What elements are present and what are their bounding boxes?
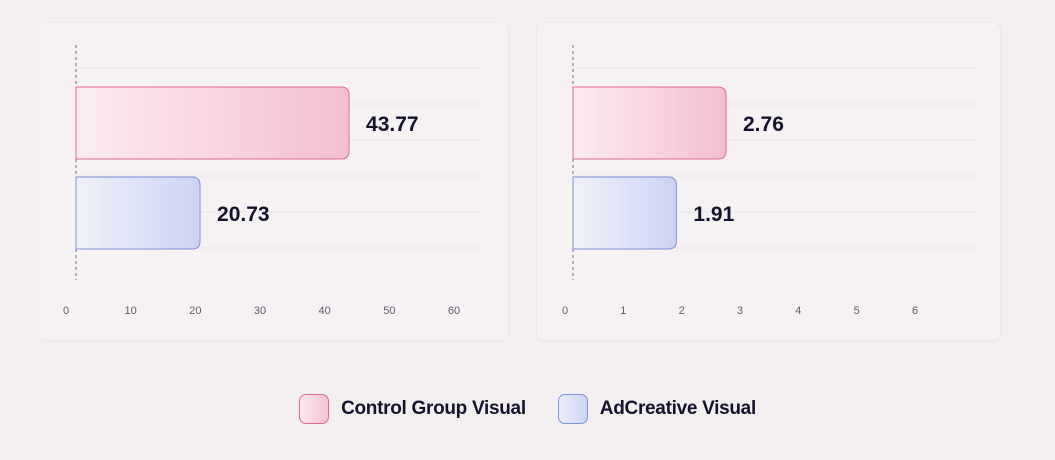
x-tick-label: 40 [319, 305, 331, 317]
x-tick-label: 20 [189, 305, 201, 317]
bar-control-group [572, 86, 727, 160]
legend-label-control: Control Group Visual [341, 398, 526, 419]
blue-rounded-square-icon [557, 394, 588, 424]
value-label-adcreative: 20.73 [217, 203, 270, 226]
x-tick-label: 30 [254, 305, 266, 317]
legend-label-adcreative: AdCreative Visual [599, 398, 756, 419]
value-label-control: 2.76 [743, 113, 784, 136]
bar-adcreative [572, 176, 677, 250]
value-label-adcreative: 1.91 [693, 203, 734, 226]
x-tick-label: 10 [125, 305, 137, 317]
x-axis-ticks: 0 10 20 30 40 50 60 [63, 305, 460, 317]
x-axis-ticks: 0 1 2 3 4 5 6 [562, 305, 918, 317]
x-tick-label: 0 [63, 305, 69, 317]
x-tick-label: 6 [912, 305, 918, 317]
x-tick-label: 0 [562, 305, 568, 317]
legend: Control Group Visual AdCreative Visual [0, 392, 1055, 426]
value-label-control: 43.77 [366, 113, 419, 136]
x-tick-label: 50 [383, 305, 395, 317]
x-tick-label: 4 [795, 305, 801, 317]
bar-control-group [75, 86, 350, 160]
x-tick-label: 3 [737, 305, 743, 317]
x-tick-label: 60 [448, 305, 460, 317]
bar-chart-left: 43.77 20.73 0 10 20 30 40 50 60 [63, 45, 482, 317]
x-tick-label: 1 [620, 305, 626, 317]
legend-item-control: Control Group Visual [299, 394, 526, 424]
bar-chart-right: 2.76 1.91 0 1 2 3 4 5 6 [562, 45, 975, 317]
x-tick-label: 5 [854, 305, 860, 317]
chart-card-left: 43.77 20.73 0 10 20 30 40 50 60 [38, 22, 509, 341]
chart-card-right: 2.76 1.91 0 1 2 3 4 5 6 [536, 22, 1001, 341]
legend-item-adcreative: AdCreative Visual [557, 394, 756, 424]
bar-adcreative [75, 176, 201, 250]
x-tick-label: 2 [679, 305, 685, 317]
pink-rounded-square-icon [299, 394, 330, 424]
